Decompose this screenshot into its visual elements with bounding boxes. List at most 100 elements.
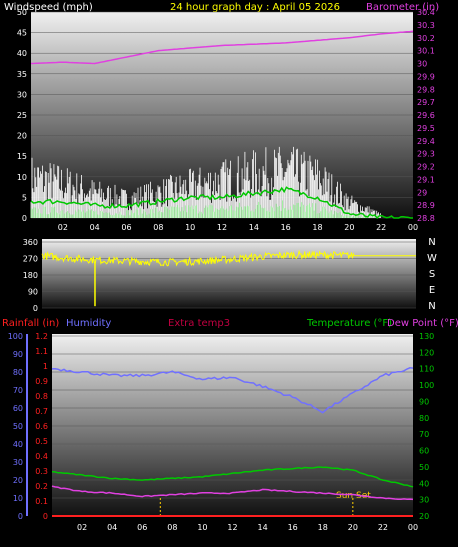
extra-temp-label: Extra temp3 bbox=[168, 318, 230, 329]
temperature-tick-label: 130 bbox=[419, 332, 434, 341]
sun-set-annotation: Sun Set bbox=[336, 491, 371, 501]
temperature-tick-label: 50 bbox=[419, 463, 429, 472]
time-tick-label: 02 bbox=[58, 223, 68, 232]
temperature-tick-label: 20 bbox=[419, 512, 429, 521]
rainfall-tick-label: 0.8 bbox=[35, 392, 48, 401]
time-tick-label: 08 bbox=[167, 523, 177, 532]
humidity-axis-title: Humidity bbox=[66, 318, 111, 329]
time-tick-label: 10 bbox=[197, 523, 207, 532]
humidity-tick-label: 30 bbox=[13, 458, 23, 467]
time-tick-label: 18 bbox=[312, 223, 322, 232]
time-tick-label: 14 bbox=[257, 523, 267, 532]
wind-tick-label: 10 bbox=[17, 173, 27, 182]
rainfall-tick-label: 0.2 bbox=[35, 482, 48, 491]
temperature-tick-label: 100 bbox=[419, 381, 434, 390]
wind-tick-label: 0 bbox=[22, 214, 27, 223]
barometer-tick-label: 29.6 bbox=[417, 111, 435, 120]
humidity-series bbox=[51, 367, 414, 414]
time-tick-label: 16 bbox=[288, 523, 298, 532]
barometer-tick-label: 29.1 bbox=[417, 175, 435, 184]
direction-tick-label: 0 bbox=[33, 304, 38, 313]
barometer-tick-label: 30.3 bbox=[417, 21, 435, 30]
time-tick-label: 12 bbox=[227, 523, 237, 532]
humidity-tick-label: 40 bbox=[13, 440, 23, 449]
barometer-tick-label: 30.4 bbox=[417, 8, 435, 17]
compass-label: S bbox=[429, 269, 435, 280]
rainfall-tick-label: 1.2 bbox=[35, 332, 48, 341]
direction-tick-label: 270 bbox=[23, 255, 38, 264]
rainfall-tick-label: 0.5 bbox=[35, 437, 48, 446]
temperature-series bbox=[51, 466, 414, 488]
time-tick-label: 20 bbox=[344, 223, 354, 232]
barometer-tick-label: 30.2 bbox=[417, 34, 435, 43]
time-tick-label: 00 bbox=[408, 223, 418, 232]
temperature-tick-label: 40 bbox=[419, 479, 429, 488]
barometer-series bbox=[30, 30, 414, 65]
direction-chart-plot bbox=[42, 239, 416, 308]
direction-tick-label: 90 bbox=[28, 288, 38, 297]
compass-label: E bbox=[429, 285, 435, 296]
barometer-tick-label: 29.7 bbox=[417, 98, 435, 107]
humidity-tick-label: 90 bbox=[13, 350, 23, 359]
direction-tick-label: 180 bbox=[23, 271, 38, 280]
humidity-tick-label: 50 bbox=[13, 422, 23, 431]
wind-tick-label: 35 bbox=[17, 70, 27, 79]
rainfall-tick-label: 0 bbox=[43, 512, 48, 521]
barometer-tick-label: 28.9 bbox=[417, 201, 435, 210]
humidity-tick-label: 100 bbox=[8, 332, 23, 341]
time-tick-label: 20 bbox=[348, 523, 358, 532]
time-tick-label: 22 bbox=[376, 223, 386, 232]
chart-title: 24 hour graph day : April 05 2026 bbox=[170, 2, 340, 13]
humidity-tick-label: 80 bbox=[13, 368, 23, 377]
wind-tick-label: 30 bbox=[17, 90, 27, 99]
rainfall-tick-label: 1.1 bbox=[35, 347, 48, 356]
rainfall-axis-title: Rainfall (in) bbox=[2, 318, 59, 329]
barometer-tick-label: 29.9 bbox=[417, 72, 435, 81]
time-tick-label: 14 bbox=[249, 223, 259, 232]
temperature-tick-label: 60 bbox=[419, 447, 429, 456]
time-tick-label: 08 bbox=[153, 223, 163, 232]
time-tick-label: 00 bbox=[408, 523, 418, 532]
time-tick-label: 10 bbox=[185, 223, 195, 232]
humidity-chart-plot bbox=[52, 334, 413, 516]
humidity-tick-label: 70 bbox=[13, 386, 23, 395]
wind-tick-label: 15 bbox=[17, 152, 27, 161]
barometer-axis-title: Barometer (in) bbox=[366, 2, 439, 13]
windspeed-low-series bbox=[30, 200, 381, 218]
compass-label: W bbox=[427, 253, 437, 264]
humidity-tick-label: 20 bbox=[13, 476, 23, 485]
compass-label: N bbox=[428, 237, 435, 248]
barometer-tick-label: 28.8 bbox=[417, 214, 435, 223]
time-tick-label: 22 bbox=[378, 523, 388, 532]
direction-tick-label: 360 bbox=[23, 238, 38, 247]
temperature-tick-label: 70 bbox=[419, 430, 429, 439]
humidity-tick-label: 0 bbox=[18, 512, 23, 521]
time-tick-label: 04 bbox=[107, 523, 117, 532]
rainfall-tick-label: 0.7 bbox=[35, 407, 48, 416]
time-tick-label: 06 bbox=[137, 523, 147, 532]
temperature-tick-label: 90 bbox=[419, 397, 429, 406]
wind-tick-label: 20 bbox=[17, 132, 27, 141]
dew-point-series bbox=[51, 485, 414, 501]
rainfall-tick-label: 0.9 bbox=[35, 377, 48, 386]
rainfall-tick-label: 0.3 bbox=[35, 467, 48, 476]
barometer-tick-label: 30 bbox=[417, 60, 427, 69]
wind-direction-series bbox=[41, 249, 416, 267]
wind-tick-label: 40 bbox=[17, 49, 27, 58]
wind-average-series bbox=[30, 186, 413, 220]
rainfall-tick-label: 1 bbox=[43, 362, 48, 371]
compass-label: N bbox=[428, 301, 435, 312]
humidity-tick-label: 10 bbox=[13, 494, 23, 503]
wind-tick-label: 25 bbox=[17, 111, 27, 120]
time-tick-label: 16 bbox=[281, 223, 291, 232]
wind-tick-label: 45 bbox=[17, 29, 27, 38]
temperature-axis-title: Temperature (°F) bbox=[306, 318, 392, 329]
temperature-tick-label: 80 bbox=[419, 414, 429, 423]
time-tick-label: 04 bbox=[90, 223, 100, 232]
rainfall-tick-label: 0.4 bbox=[35, 452, 48, 461]
barometer-tick-label: 29.8 bbox=[417, 85, 435, 94]
barometer-tick-label: 29.5 bbox=[417, 124, 435, 133]
rainfall-tick-label: 0.1 bbox=[35, 497, 48, 506]
